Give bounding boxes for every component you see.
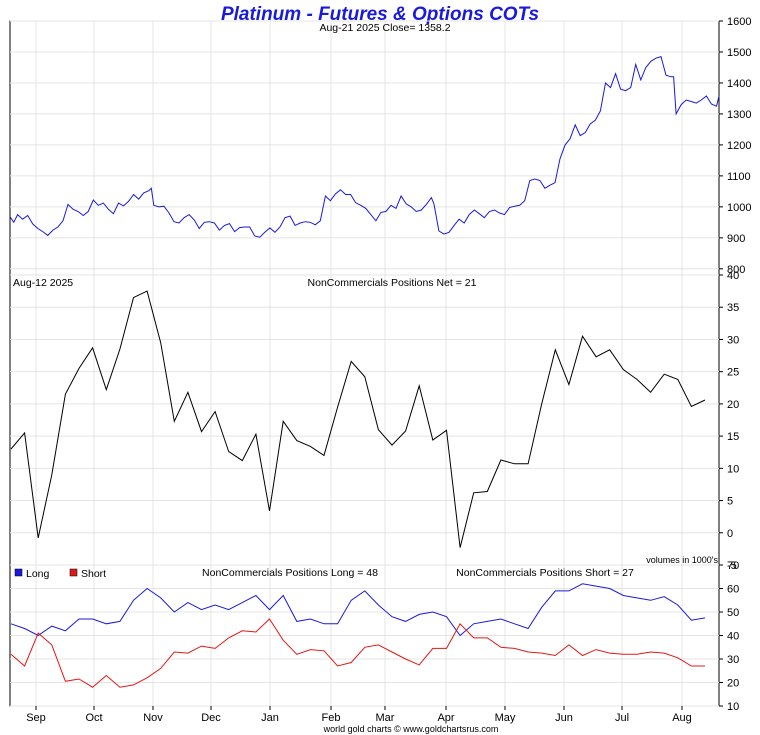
x-tick-label: Sep	[26, 712, 46, 724]
chart-title: Platinum - Futures & Options COTs	[221, 4, 539, 25]
long-short-y-tick-label: 20	[727, 678, 739, 690]
long-panel-label: NonCommercials Positions Long = 48	[202, 567, 378, 579]
price-y-tick-label: 1500	[727, 47, 751, 59]
long-short-y-tick-label: 10	[727, 701, 739, 713]
net-y-tick-label: 25	[727, 367, 739, 379]
x-tick-label: May	[495, 712, 516, 724]
legend-long-swatch	[14, 568, 23, 577]
price-panel	[9, 20, 720, 276]
x-tick-label: Apr	[437, 712, 454, 724]
long-short-y-tick-label: 60	[727, 584, 739, 596]
price-y-tick-label: 1200	[727, 140, 751, 152]
x-tick-label: Mar	[376, 712, 395, 724]
x-tick-label: Aug	[672, 712, 692, 724]
net-y-tick-label: 0	[727, 528, 733, 540]
price-y-tick-label: 1100	[727, 171, 751, 183]
price-line	[9, 55, 720, 238]
price-y-tick-label: 900	[727, 233, 745, 245]
long-short-y-tick-label: 50	[727, 607, 739, 619]
series-layer	[9, 55, 720, 688]
short-positions-line	[10, 618, 705, 688]
net-date-label: Aug-12 2025	[13, 277, 73, 289]
x-tick-label: Feb	[322, 712, 341, 724]
price-y-tick-label: 1400	[727, 78, 751, 90]
net-panel	[9, 274, 720, 566]
short-panel-label: NonCommercials Positions Short = 27	[456, 567, 634, 579]
price-y-tick-label: 1300	[727, 109, 751, 121]
footer-credit: world gold charts © www.goldchartsrus.co…	[323, 724, 499, 734]
x-tick-label: Jan	[261, 712, 279, 724]
long-short-y-tick-label: 70	[727, 560, 739, 572]
axis-layer: Sep Oct Nov Dec Jan Feb Mar Apr May Jun Jul Aug 800 9…	[26, 16, 751, 724]
x-tick-label: Oct	[85, 712, 102, 724]
volumes-note: volumes in 1000's	[646, 555, 718, 565]
legend-long-label: Long	[26, 568, 50, 580]
net-y-tick-label: 10	[727, 463, 739, 475]
x-tick-label: Nov	[143, 712, 163, 724]
long-short-y-tick-label: 30	[727, 654, 739, 666]
net-y-tick-label: 35	[727, 302, 739, 314]
net-y-tick-label: -5	[727, 560, 737, 572]
long-positions-line	[10, 583, 706, 637]
net-y-tick-label: 5	[727, 496, 733, 508]
legend-short-swatch	[69, 568, 78, 577]
price-y-tick-label: 800	[727, 264, 745, 276]
net-y-tick-label: 40	[727, 270, 739, 282]
x-tick-label: Jul	[615, 712, 629, 724]
net-panel-label: NonCommercials Positions Net = 21	[308, 277, 477, 289]
x-tick-label: Jun	[555, 712, 573, 724]
x-tick-label: Dec	[201, 712, 221, 724]
price-y-tick-label: 1000	[727, 202, 751, 214]
price-panel-label: Aug-21 2025 Close= 1358.2	[319, 22, 450, 34]
grid-layer	[10, 20, 719, 707]
price-y-tick-label: 1600	[727, 16, 751, 28]
net-y-tick-label: 20	[727, 399, 739, 411]
net-y-tick-label: 30	[727, 334, 739, 346]
net-positions-line	[10, 290, 706, 548]
long-short-y-tick-label: 40	[727, 631, 739, 643]
legend-short-label: Short	[81, 568, 106, 580]
net-y-tick-label: 15	[727, 431, 739, 443]
